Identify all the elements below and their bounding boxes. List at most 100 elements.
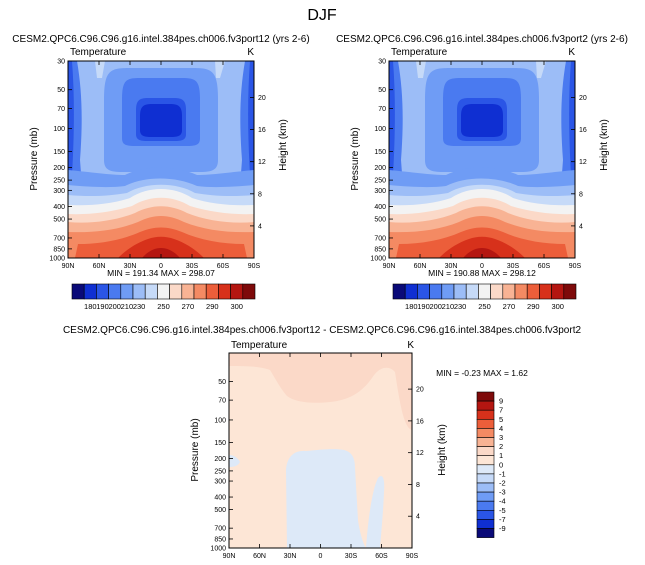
colorbar-label: 250 — [478, 302, 491, 311]
colorbar-box — [476, 446, 495, 457]
y-tick-label: 300 — [374, 188, 386, 195]
x-tick-label: 60S — [538, 263, 551, 270]
x-tick-label: 0 — [319, 553, 323, 560]
panel-3-title: CESM2.QPC6.C96.C96.g16.intel.384pes.ch00… — [63, 325, 582, 336]
panel-3: CESM2.QPC6.C96.C96.g16.intel.384pes.ch00… — [63, 325, 582, 560]
colorbar-label: 210 — [121, 302, 134, 311]
height-tick-label: 12 — [579, 159, 587, 166]
y-tick-label: 100 — [53, 126, 65, 133]
colorbar-box — [490, 283, 504, 300]
y-tick-label: 400 — [214, 495, 226, 502]
panel-1-colorbar: 180 190 200 210 230 250 270 290 300 — [71, 283, 256, 311]
x-tick-label: 90S — [569, 263, 582, 270]
colorbar-box — [193, 283, 207, 300]
colorbar-box — [205, 283, 219, 300]
panel-3-ylabel: Pressure (mb) — [190, 418, 201, 481]
colorbar-box — [526, 283, 540, 300]
y-tick-label: 850 — [53, 246, 65, 253]
colorbar-label: 190 — [417, 302, 430, 311]
y-tick-label: 30 — [378, 59, 386, 66]
y-tick-label: 100 — [374, 126, 386, 133]
colorbar-box — [476, 400, 495, 411]
y-tick-label: 500 — [374, 217, 386, 224]
y-tick-label: 200 — [53, 165, 65, 172]
x-tick-label: 90N — [383, 263, 396, 270]
x-tick-label: 60S — [217, 263, 230, 270]
colorbar-box — [476, 509, 495, 520]
y-tick-label: 150 — [214, 440, 226, 447]
colorbar-box — [144, 283, 158, 300]
y-tick-label: 400 — [53, 204, 65, 211]
colorbar-label: 200 — [429, 302, 442, 311]
x-tick-label: 30N — [445, 263, 458, 270]
colorbar-box — [429, 283, 443, 300]
colorbar-box — [476, 528, 495, 538]
colorbar-label: 9 — [499, 397, 503, 406]
x-tick-label: 30N — [284, 553, 297, 560]
y-tick-label: 700 — [214, 526, 226, 533]
y-tick-label: 700 — [53, 235, 65, 242]
colorbar-label: 3 — [499, 433, 503, 442]
colorbar-label: 200 — [108, 302, 121, 311]
colorbar-box — [514, 283, 528, 300]
y-tick-label: 30 — [57, 59, 65, 66]
y-tick-label: 250 — [53, 178, 65, 185]
height-tick-label: 16 — [416, 418, 424, 425]
height-tick-label: 8 — [579, 191, 583, 198]
colorbar-label: 270 — [182, 302, 195, 311]
colorbar-box — [108, 283, 122, 300]
panel-3-unit-label: K — [407, 340, 414, 351]
panel-3-contour-field — [229, 353, 412, 548]
panel-1-unit-label: K — [247, 47, 254, 58]
y-tick-label: 200 — [374, 165, 386, 172]
colorbar-label: 230 — [454, 302, 467, 311]
panel-2-ylabel-right: Height (km) — [599, 119, 610, 171]
x-tick-label: 60S — [375, 553, 388, 560]
x-tick-label: 30S — [186, 263, 199, 270]
colorbar-label: -5 — [499, 506, 506, 515]
y-tick-label: 250 — [374, 178, 386, 185]
x-tick-label: 0 — [480, 263, 484, 270]
colorbar-box — [120, 283, 134, 300]
panel-1-axes: 90N 60N 30N 0 30S 60S 90S 30 50 70 100 150 200 250 300… — [49, 59, 265, 271]
x-tick-label: 90N — [62, 263, 75, 270]
colorbar-label: 230 — [133, 302, 146, 311]
colorbar-box — [181, 283, 195, 300]
colorbar-box — [539, 283, 552, 300]
y-tick-label: 70 — [378, 106, 386, 113]
colorbar-label: 250 — [157, 302, 170, 311]
colorbar-box — [476, 473, 495, 484]
y-tick-label: 50 — [57, 87, 65, 94]
colorbar-label: -4 — [499, 497, 506, 506]
panel-2-contour-field — [389, 61, 575, 258]
colorbar-label: -3 — [499, 488, 506, 497]
panel-2: CESM2.QPC6.C96.C96.g16.intel.384pes.ch00… — [336, 34, 628, 311]
colorbar-label: 180 — [405, 302, 418, 311]
x-tick-label: 30N — [124, 263, 137, 270]
panel-1-variable-label: Temperature — [70, 47, 127, 58]
colorbar-label: -7 — [499, 515, 506, 524]
panel-1: CESM2.QPC6.C96.C96.g16.intel.384pes.ch00… — [12, 34, 309, 311]
panel-2-unit-label: K — [568, 47, 575, 58]
y-tick-label: 150 — [374, 149, 386, 156]
colorbar-box — [502, 283, 516, 300]
y-tick-label: 70 — [57, 106, 65, 113]
height-tick-label: 4 — [579, 223, 583, 230]
colorbar-box — [476, 428, 495, 438]
y-tick-label: 400 — [374, 204, 386, 211]
colorbar-label: 0 — [499, 460, 503, 469]
colorbar-box — [476, 519, 495, 529]
x-tick-label: 30S — [345, 553, 358, 560]
colorbar-box — [476, 455, 495, 466]
colorbar-box — [476, 491, 495, 502]
colorbar-label: -1 — [499, 469, 506, 478]
height-tick-label: 8 — [416, 482, 420, 489]
colorbar-label: -2 — [499, 479, 506, 488]
colorbar-box — [476, 418, 495, 429]
height-tick-label: 4 — [258, 223, 262, 230]
y-tick-label: 50 — [378, 87, 386, 94]
x-tick-label: 60N — [253, 553, 266, 560]
x-tick-label: 90S — [248, 263, 261, 270]
y-tick-label: 100 — [214, 417, 226, 424]
